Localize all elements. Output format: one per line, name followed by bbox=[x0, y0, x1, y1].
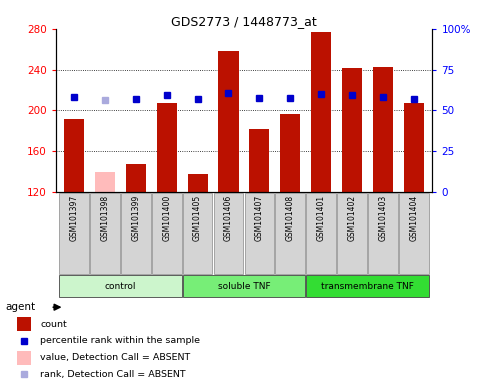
FancyBboxPatch shape bbox=[183, 275, 305, 297]
Bar bbox=[249, 129, 270, 192]
Text: GSM101401: GSM101401 bbox=[317, 194, 326, 241]
Bar bbox=[187, 174, 208, 192]
FancyBboxPatch shape bbox=[399, 193, 428, 274]
Text: GSM101398: GSM101398 bbox=[100, 194, 110, 241]
FancyBboxPatch shape bbox=[275, 193, 305, 274]
FancyBboxPatch shape bbox=[121, 193, 151, 274]
FancyBboxPatch shape bbox=[59, 193, 89, 274]
Title: GDS2773 / 1448773_at: GDS2773 / 1448773_at bbox=[171, 15, 317, 28]
FancyBboxPatch shape bbox=[368, 193, 398, 274]
FancyBboxPatch shape bbox=[306, 193, 336, 274]
FancyBboxPatch shape bbox=[306, 275, 428, 297]
Bar bbox=[156, 103, 177, 192]
Text: soluble TNF: soluble TNF bbox=[218, 281, 270, 291]
Text: GSM101405: GSM101405 bbox=[193, 194, 202, 241]
Text: transmembrane TNF: transmembrane TNF bbox=[321, 281, 414, 291]
Text: GSM101403: GSM101403 bbox=[378, 194, 387, 241]
FancyBboxPatch shape bbox=[244, 193, 274, 274]
Text: GSM101400: GSM101400 bbox=[162, 194, 171, 241]
Bar bbox=[218, 51, 239, 192]
Bar bbox=[342, 68, 362, 192]
Text: GSM101397: GSM101397 bbox=[70, 194, 79, 241]
Bar bbox=[126, 164, 146, 192]
Text: value, Detection Call = ABSENT: value, Detection Call = ABSENT bbox=[41, 354, 191, 362]
Bar bbox=[373, 66, 393, 192]
Bar bbox=[404, 103, 424, 192]
Bar bbox=[311, 32, 331, 192]
Text: GSM101402: GSM101402 bbox=[347, 194, 356, 241]
Bar bbox=[280, 114, 300, 192]
Text: agent: agent bbox=[6, 302, 36, 312]
Bar bbox=[16, 318, 31, 331]
FancyBboxPatch shape bbox=[337, 193, 367, 274]
Bar bbox=[64, 119, 84, 192]
FancyBboxPatch shape bbox=[59, 275, 182, 297]
Text: percentile rank within the sample: percentile rank within the sample bbox=[41, 336, 200, 345]
Text: GSM101404: GSM101404 bbox=[409, 194, 418, 241]
Text: count: count bbox=[41, 320, 67, 329]
FancyBboxPatch shape bbox=[213, 193, 243, 274]
FancyBboxPatch shape bbox=[183, 193, 213, 274]
Text: GSM101408: GSM101408 bbox=[286, 194, 295, 241]
Bar bbox=[16, 351, 31, 365]
FancyBboxPatch shape bbox=[152, 193, 182, 274]
Text: GSM101399: GSM101399 bbox=[131, 194, 141, 241]
Bar bbox=[95, 172, 115, 192]
Text: GSM101407: GSM101407 bbox=[255, 194, 264, 241]
FancyBboxPatch shape bbox=[90, 193, 120, 274]
Text: control: control bbox=[105, 281, 136, 291]
Text: GSM101406: GSM101406 bbox=[224, 194, 233, 241]
Text: rank, Detection Call = ABSENT: rank, Detection Call = ABSENT bbox=[41, 370, 186, 379]
